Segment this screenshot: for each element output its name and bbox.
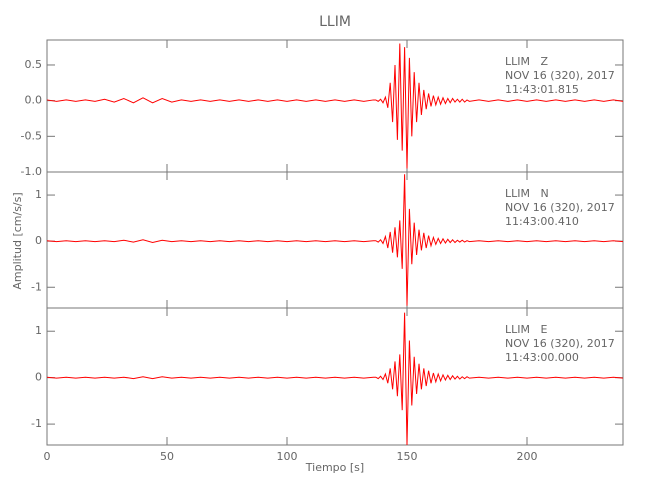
annotation: 11:43:00.410 xyxy=(505,215,579,228)
y-tick-label: 0 xyxy=(35,234,42,247)
trace xyxy=(46,174,624,306)
x-tick-label: 150 xyxy=(397,450,418,463)
annotation: LLIM E xyxy=(505,323,547,336)
y-axis-label: Amplitud [cm/s/s] xyxy=(11,192,24,289)
y-tick-label: -0.5 xyxy=(21,129,42,142)
annotation: LLIM N xyxy=(505,187,549,200)
y-tick-label: -1 xyxy=(31,417,42,430)
x-tick-label: 100 xyxy=(277,450,298,463)
y-tick-label: 0 xyxy=(35,371,42,384)
x-tick-label: 0 xyxy=(44,450,51,463)
y-tick-label: 1 xyxy=(35,324,42,337)
y-tick-label: 1 xyxy=(35,188,42,201)
chart-title: LLIM xyxy=(319,14,351,30)
x-tick-label: 200 xyxy=(517,450,538,463)
annotation: NOV 16 (320), 2017 xyxy=(505,201,615,214)
x-tick-label: 50 xyxy=(160,450,174,463)
annotation: NOV 16 (320), 2017 xyxy=(505,69,615,82)
trace xyxy=(46,43,624,169)
annotation: NOV 16 (320), 2017 xyxy=(505,337,615,350)
panel-frame xyxy=(46,307,624,446)
annotation: LLIM Z xyxy=(505,55,548,68)
y-tick-label: -1 xyxy=(31,280,42,293)
y-tick-label: 0.5 xyxy=(25,58,43,71)
trace xyxy=(46,312,624,446)
y-tick-label: 0.0 xyxy=(25,94,43,107)
y-tick-label: -1.0 xyxy=(21,165,42,178)
x-axis-label: Tiempo [s] xyxy=(305,461,364,474)
annotation: 11:43:00.000 xyxy=(505,351,579,364)
annotation: 11:43:01.815 xyxy=(505,83,579,96)
